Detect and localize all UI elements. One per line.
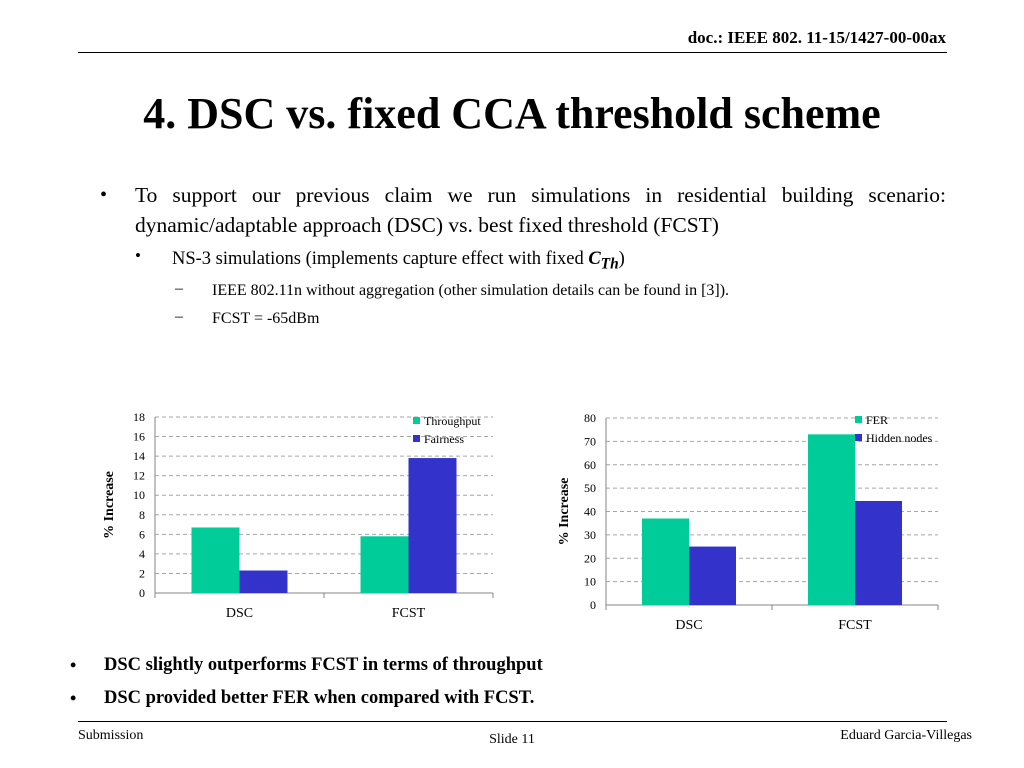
y-tick-label: 20 <box>584 551 596 565</box>
y-tick-label: 50 <box>584 481 596 495</box>
bullet-marker: • <box>70 655 77 675</box>
legend-label: Throughput <box>424 414 481 428</box>
dash-marker: – <box>175 308 183 325</box>
throughput-fairness-chart: 0 2 4 6 8 10 12 14 16 18 DSC FCST % Increase Throughp… <box>102 410 494 621</box>
y-tick-label: 40 <box>584 505 596 519</box>
bullet-marker: • <box>100 184 108 206</box>
y-tick-label: 14 <box>133 449 145 463</box>
bullet-level2-suffix: ) <box>618 249 625 269</box>
footer-author: Eduard Garcia-Villegas <box>840 728 972 743</box>
conclusion-text: DSC provided better FER when compared wi… <box>104 688 535 708</box>
footer-rule <box>78 721 947 722</box>
y-tick-label: 2 <box>139 566 145 580</box>
x-tick-label: FCST <box>838 618 872 633</box>
x-tick-label: DSC <box>226 606 253 621</box>
bar-fairness <box>239 570 288 593</box>
y-tick-label: 10 <box>133 488 145 502</box>
bullet-marker: • <box>70 688 77 708</box>
y-tick-label: 30 <box>584 528 596 542</box>
legend-swatch <box>855 416 862 423</box>
y-tick-label: 12 <box>133 469 145 483</box>
y-tick-label: 16 <box>133 430 145 444</box>
y-tick-label: 4 <box>139 547 145 561</box>
bullet-level1-text: To support our previous claim we run sim… <box>135 183 946 237</box>
y-tick-label: 60 <box>584 458 596 472</box>
bullet-level2-text: NS-3 simulations (implements capture eff… <box>172 246 625 278</box>
bar-fer <box>808 434 855 605</box>
y-tick-label: 0 <box>590 598 596 612</box>
capture-subscript: Th <box>600 255 619 273</box>
bullet-level2-prefix: NS-3 simulations (implements capture eff… <box>172 249 589 269</box>
y-tick-label: 6 <box>139 527 145 541</box>
bullet-level3-text: FCST = -65dBm <box>212 310 320 327</box>
fer-hidden-nodes-chart: 0 10 20 30 40 50 60 70 80 DSC FCST % Increase FER Hid… <box>557 411 939 633</box>
legend-label: Hidden nodes <box>866 431 933 445</box>
bar-fairness <box>408 458 457 593</box>
capture-symbol: C <box>588 249 601 269</box>
legend-swatch <box>413 435 420 442</box>
y-tick-label: 80 <box>584 411 596 425</box>
y-tick-label: 10 <box>584 575 596 589</box>
bar-hidden-nodes <box>689 546 736 605</box>
y-axis-label: % Increase <box>557 478 572 546</box>
document-id: doc.: IEEE 802. 11-15/1427-00-00ax <box>687 28 946 47</box>
bullet-marker: • <box>135 246 141 265</box>
footer-submission: Submission <box>78 728 144 743</box>
legend-swatch <box>413 417 420 424</box>
legend-swatch <box>855 434 862 441</box>
bar-hidden-nodes <box>855 500 902 605</box>
bar-fer <box>642 518 689 605</box>
dash-marker: – <box>175 280 183 297</box>
x-tick-label: FCST <box>392 606 426 621</box>
y-axis-label: % Increase <box>102 471 117 539</box>
legend-label: Fairness <box>424 432 464 446</box>
bar-throughput <box>191 527 240 593</box>
conclusion-text: DSC slightly outperforms FCST in terms o… <box>104 655 543 675</box>
bullet-level3-text: IEEE 802.11n without aggregation (other … <box>212 282 730 299</box>
y-tick-label: 0 <box>139 586 145 600</box>
x-tick-label: DSC <box>675 618 702 633</box>
y-tick-label: 70 <box>584 434 596 448</box>
slide-title: 4. DSC vs. fixed CCA threshold scheme <box>143 89 881 138</box>
y-tick-label: 8 <box>139 508 145 522</box>
header-rule <box>78 52 947 53</box>
slide-number: Slide 11 <box>489 732 535 747</box>
y-tick-label: 18 <box>133 410 145 424</box>
bar-throughput <box>360 536 409 593</box>
legend-label: FER <box>866 413 888 427</box>
